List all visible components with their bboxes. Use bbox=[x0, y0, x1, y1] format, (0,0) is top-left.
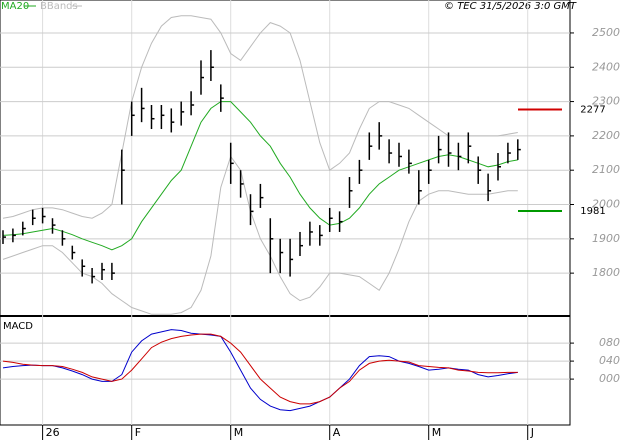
band-lower bbox=[2, 155, 518, 315]
macd-line bbox=[2, 329, 518, 412]
y-tick-label: 000 bbox=[599, 372, 620, 385]
x-tick-label: 26 bbox=[46, 426, 60, 439]
y-tick-label: 2000 bbox=[592, 198, 620, 211]
x-tick-label: M bbox=[432, 426, 442, 439]
y-tick-label: 2300 bbox=[592, 95, 620, 108]
x-tick-label: A bbox=[333, 426, 341, 439]
y-tick-label: 2100 bbox=[592, 163, 620, 176]
macd-line bbox=[2, 333, 518, 405]
y-tick-label: 080 bbox=[599, 336, 620, 349]
band-upper bbox=[2, 15, 518, 219]
level-label: 2277 bbox=[580, 104, 605, 115]
level-label: 1981 bbox=[580, 206, 605, 217]
y-tick-label: 040 bbox=[599, 354, 620, 367]
legend-label: MA20 bbox=[1, 1, 29, 12]
y-tick-label: 1800 bbox=[592, 266, 620, 279]
legend-label: BBands bbox=[40, 1, 78, 12]
copyright: © TEC 31/5/2026 3:0 GMT bbox=[444, 1, 577, 12]
y-tick-label: 2400 bbox=[592, 60, 620, 73]
x-tick-label: F bbox=[135, 426, 141, 439]
x-tick-label: M bbox=[234, 426, 244, 439]
x-tick-label: J bbox=[530, 426, 534, 439]
ma-line bbox=[2, 101, 518, 251]
y-tick-label: 1900 bbox=[592, 232, 620, 245]
panel-title: MACD bbox=[3, 321, 33, 332]
y-tick-label: 2500 bbox=[592, 26, 620, 39]
plot-frame bbox=[0, 0, 571, 426]
y-tick-label: 2200 bbox=[592, 129, 620, 142]
